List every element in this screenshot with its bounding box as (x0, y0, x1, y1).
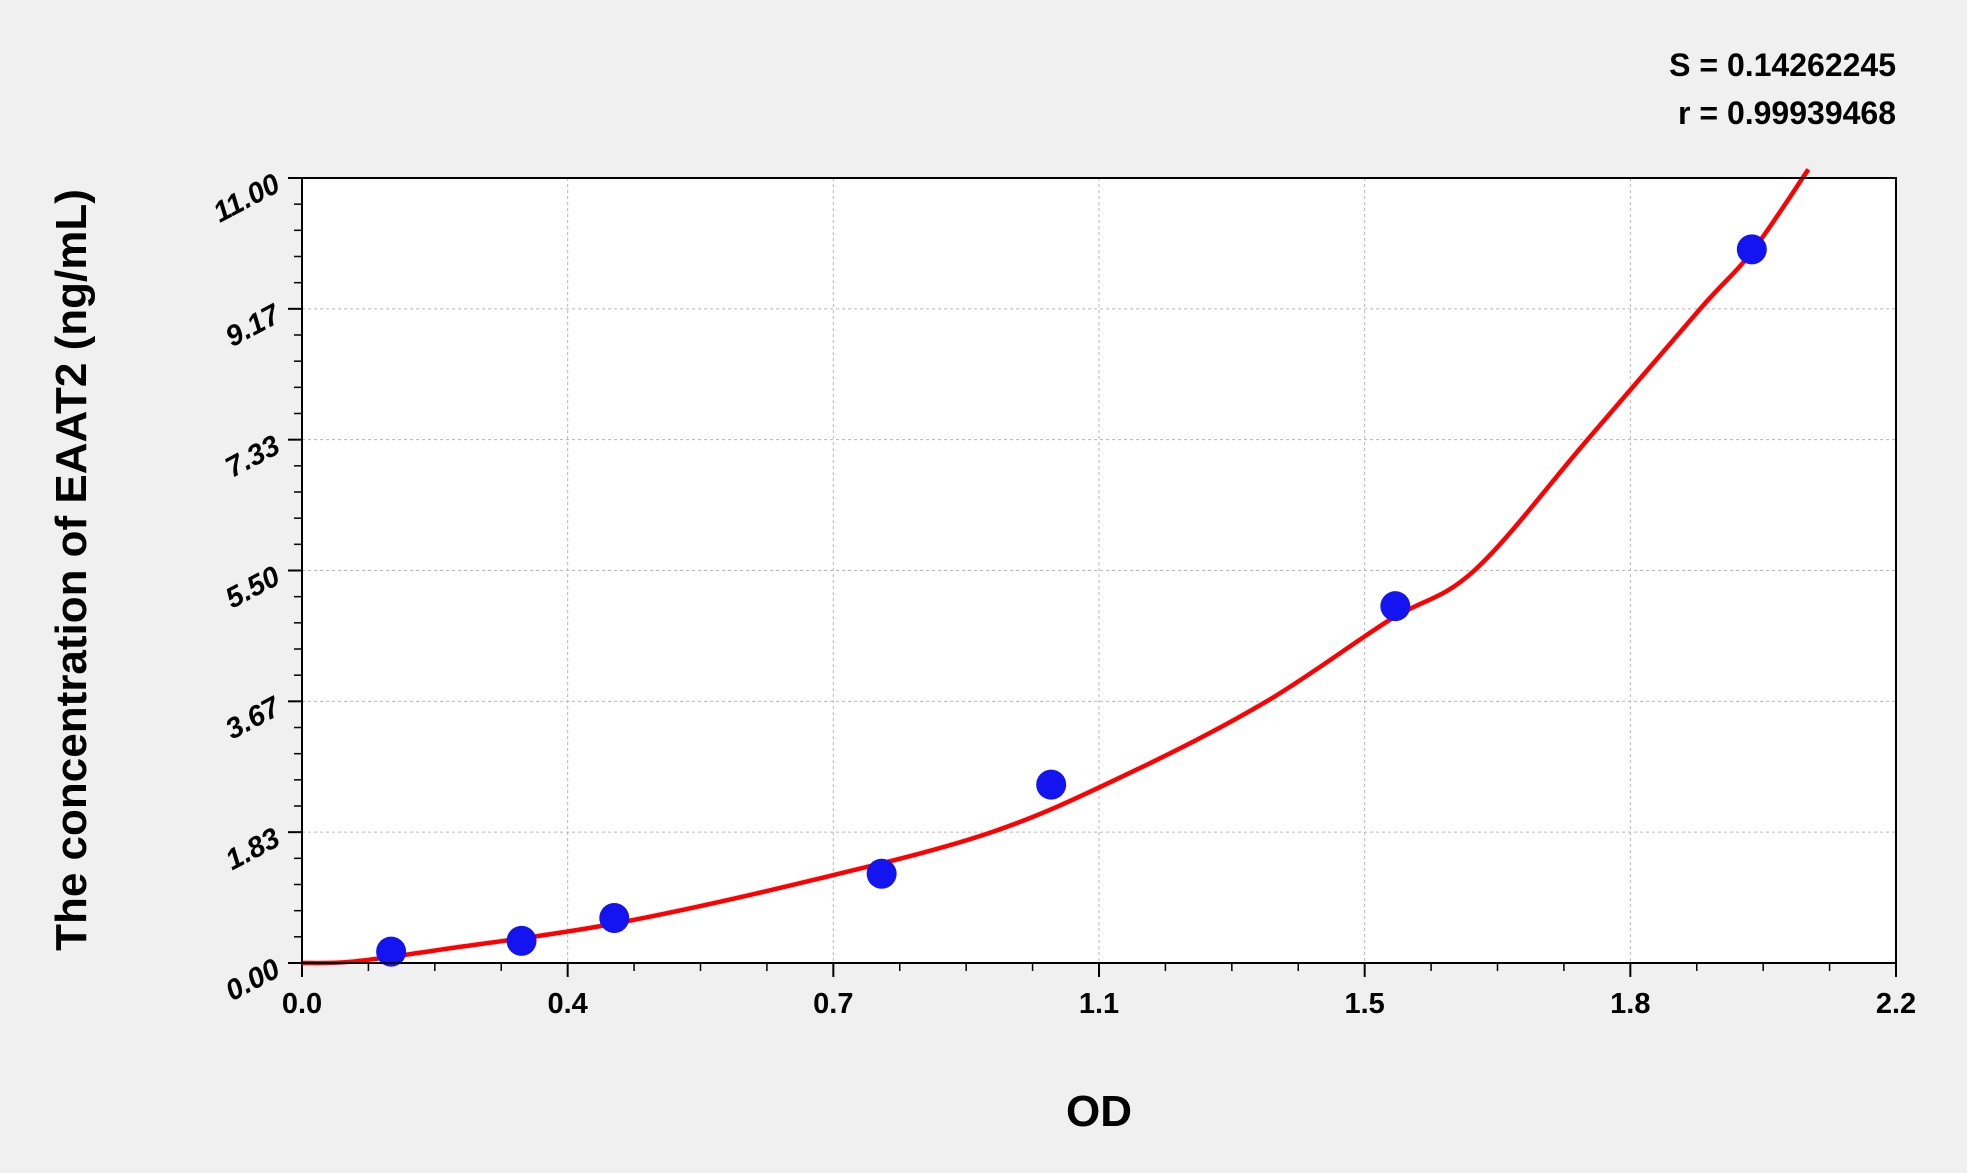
y-tick-label: 11.00 (208, 168, 285, 229)
y-tick-label: 0.00 (220, 953, 285, 1008)
data-point (376, 936, 407, 967)
data-point (1380, 591, 1411, 622)
x-tick-label: 1.8 (1610, 988, 1650, 1020)
x-tick-label: 0.0 (282, 988, 322, 1020)
fit-curve (301, 168, 1811, 966)
data-point (599, 903, 630, 934)
x-tick-label: 0.4 (548, 988, 588, 1020)
x-tick-label: 1.5 (1345, 988, 1385, 1020)
plot-border (301, 177, 1897, 964)
y-tick-label: 7.33 (220, 430, 285, 485)
data-point (1036, 769, 1067, 800)
y-tick-label: 5.50 (220, 560, 285, 615)
x-tick-label: 2.2 (1876, 988, 1916, 1020)
data-point (506, 925, 537, 956)
x-axis-title: OD (1066, 1087, 1132, 1136)
data-point (1736, 234, 1767, 265)
x-tick-label: 1.1 (1079, 988, 1119, 1020)
stat-s: S = 0.14262245 (1669, 47, 1896, 83)
fit-curve-group (301, 168, 1811, 966)
data-points (376, 234, 1767, 967)
x-tick-label: 0.7 (813, 988, 853, 1020)
y-tick-label: 1.83 (220, 822, 285, 877)
y-tick-label: 3.67 (220, 690, 287, 746)
stat-r: r = 0.99939468 (1678, 95, 1896, 131)
y-axis-title: The concentration of EAAT2 (ng/mL) (47, 189, 96, 951)
y-tick-label: 9.17 (220, 298, 287, 354)
data-point (866, 858, 897, 889)
grid (302, 178, 1896, 963)
